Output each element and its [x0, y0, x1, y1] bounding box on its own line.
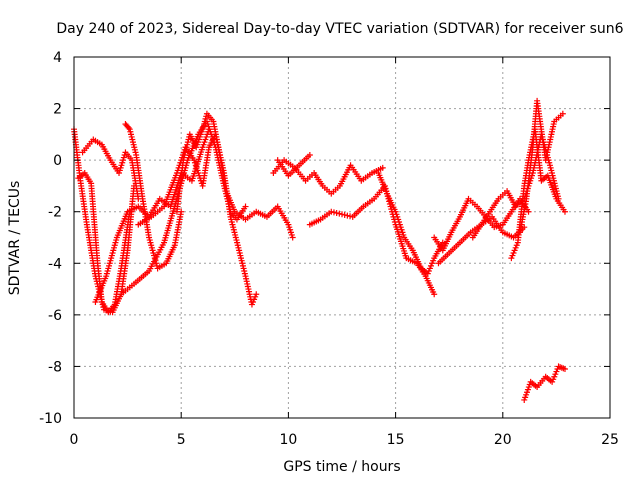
- series-trace-r: [521, 363, 568, 403]
- data-point: [379, 164, 386, 171]
- data-point: [253, 291, 260, 298]
- y-tick-label: -6: [48, 308, 62, 324]
- x-axis-label: GPS time / hours: [283, 459, 400, 475]
- chart-title: Day 240 of 2023, Sidereal Day-to-day VTE…: [56, 21, 623, 37]
- series-trace-q: [516, 97, 566, 236]
- y-tick-label: -8: [48, 359, 62, 375]
- data-point: [328, 208, 335, 215]
- x-tick-label: 0: [70, 432, 79, 448]
- data-point: [125, 124, 132, 131]
- series-trace-h: [173, 110, 296, 241]
- y-tick-label: 4: [53, 50, 62, 66]
- data-point: [339, 211, 345, 218]
- data-point: [242, 203, 249, 210]
- data-point: [431, 291, 438, 298]
- data-point: [289, 234, 296, 241]
- y-tick-label: 0: [53, 153, 62, 169]
- series-trace-i: [270, 157, 386, 197]
- y-tick-label: -2: [48, 205, 62, 221]
- x-tick-label: 20: [494, 432, 512, 448]
- y-tick-label: 2: [53, 102, 62, 118]
- data-point: [330, 209, 337, 216]
- data-point: [341, 211, 348, 218]
- series-trace-c: [79, 136, 142, 202]
- series-trace-j: [274, 151, 313, 179]
- series-trace-l: [375, 170, 446, 277]
- plot-frame: [73, 56, 611, 419]
- y-tick-label: -4: [48, 256, 62, 272]
- data-point: [336, 210, 343, 217]
- series-trace-d: [122, 121, 185, 272]
- data-point: [306, 151, 313, 158]
- x-tick-label: 5: [177, 432, 186, 448]
- data-point: [561, 208, 568, 215]
- y-tick-label: -10: [39, 411, 62, 427]
- x-tick-label: 25: [601, 432, 619, 448]
- series-trace-k: [306, 182, 438, 298]
- data-point: [439, 239, 446, 246]
- series-trace-b: [75, 170, 133, 316]
- y-axis-label: SDTVAR / TECUs: [7, 181, 23, 296]
- x-tick-label: 15: [387, 432, 405, 448]
- data-point: [347, 213, 354, 220]
- data-point: [333, 210, 340, 217]
- data-layer: [71, 97, 568, 403]
- data-point: [559, 110, 566, 117]
- x-tick-label: 10: [279, 432, 297, 448]
- series-trace-n: [435, 213, 528, 267]
- data-point: [344, 212, 351, 219]
- data-point: [561, 366, 568, 373]
